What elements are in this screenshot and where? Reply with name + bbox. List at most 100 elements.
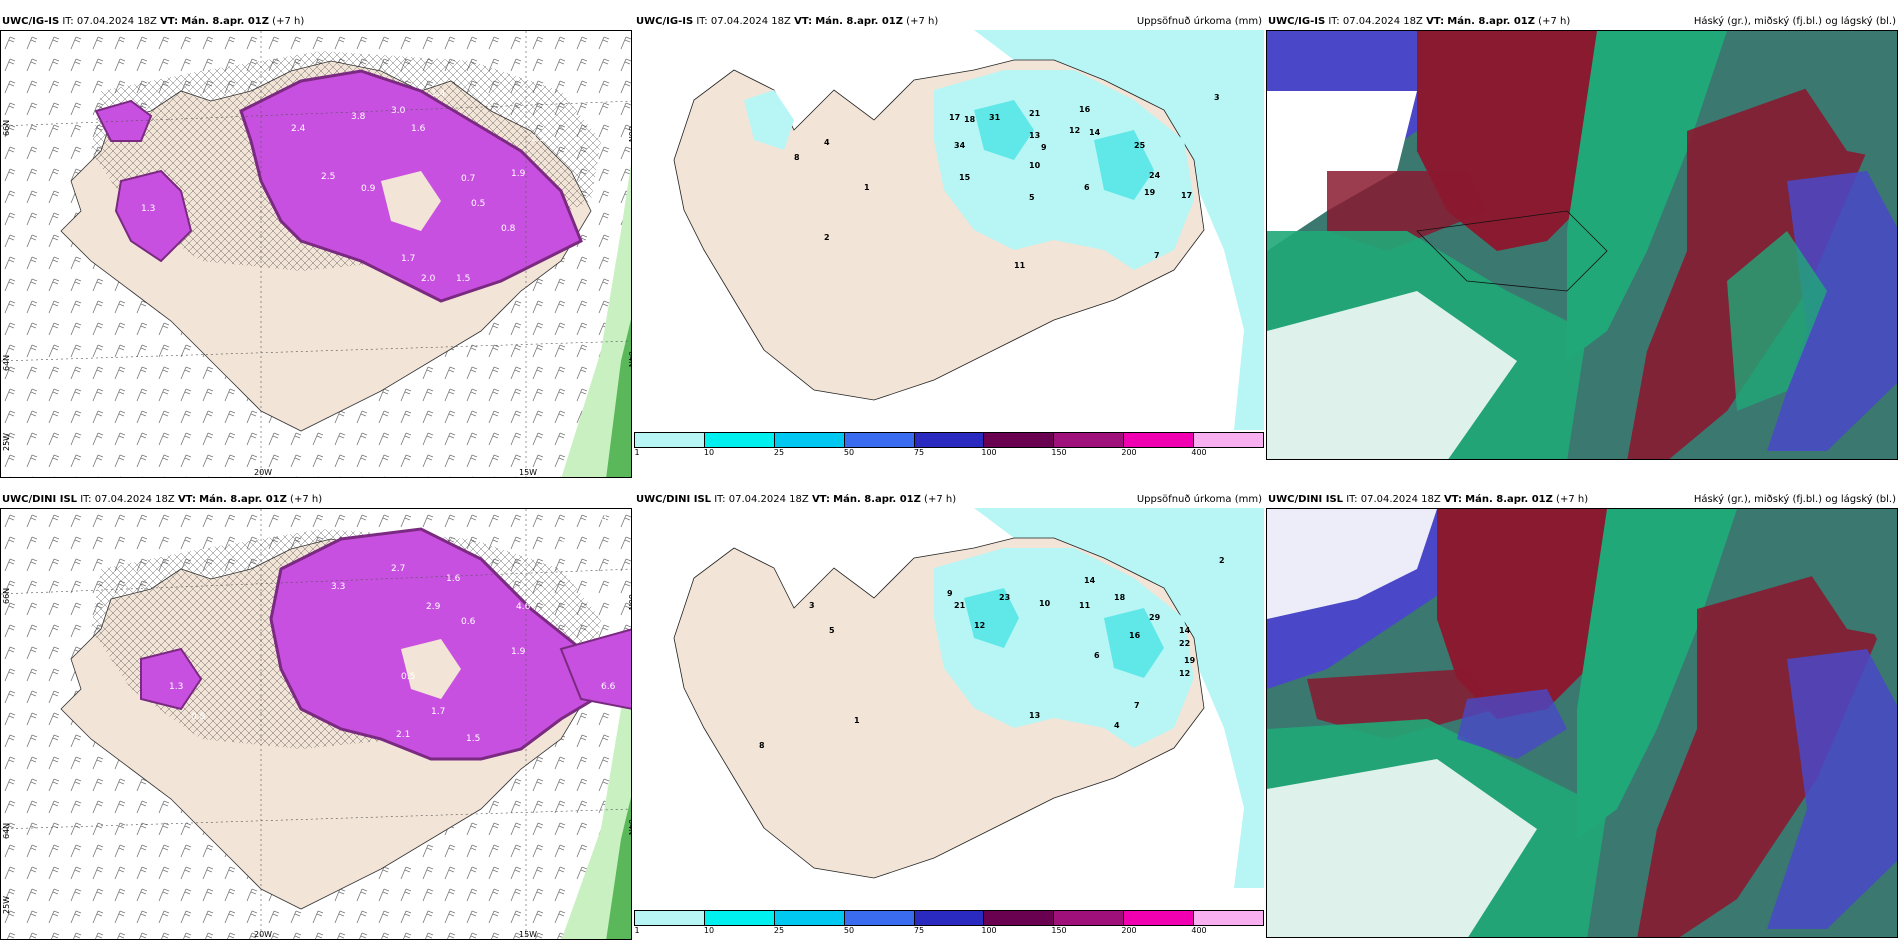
- wind-map-svg: 0.3 0.2 1.4 3.0 1.6 2.4 3.8 2.5 1.9 0.7 …: [1, 31, 632, 477]
- precip-val: 16: [1079, 105, 1091, 114]
- precip-val: 7: [1134, 701, 1140, 710]
- wind-val: 4.6: [516, 602, 531, 612]
- precip-val: 12: [1069, 126, 1080, 135]
- colorbar-cell: [984, 433, 1055, 447]
- wind-val: 1.7: [431, 707, 445, 717]
- wind-val: 3.3: [331, 582, 345, 592]
- wind-panel-top: UWC/IG-IS IT: 07.04.2024 18Z VT: Mán. 8.…: [0, 14, 632, 478]
- cloud-panel-bottom: UWC/DINI ISL IT: 07.04.2024 18Z VT: Mán.…: [1266, 492, 1898, 942]
- panel-header: UWC/IG-IS IT: 07.04.2024 18Z VT: Mán. 8.…: [1266, 14, 1898, 30]
- wind-val: 0.5: [401, 672, 415, 682]
- precip-val: 14: [1089, 128, 1101, 137]
- wind-panel-bottom: UWC/DINI ISL IT: 07.04.2024 18Z VT: Mán.…: [0, 492, 632, 942]
- vt-label: VT:: [177, 494, 196, 505]
- precip-val: 1: [864, 183, 870, 192]
- wind-val: 6.6: [601, 682, 616, 692]
- vt-value: Mán. 8.apr. 01Z: [833, 494, 921, 505]
- colorbar-cell: [914, 911, 985, 925]
- precip-val: 3: [1214, 93, 1220, 102]
- lat-label: 66N: [627, 126, 632, 142]
- precip-val: 10: [1039, 599, 1051, 608]
- wind-map-svg: 0.3 1.4 2.7 3.3 1.6 2.9 0.6 1.9 1.3 0.8 …: [1, 509, 632, 939]
- wind-val: 1.3: [141, 204, 155, 214]
- precip-val: 29: [1149, 613, 1161, 622]
- wind-val: 1.3: [169, 682, 183, 692]
- panel-header: UWC/DINI ISL IT: 07.04.2024 18Z VT: Mán.…: [634, 492, 1264, 508]
- wind-val: 0.3: [601, 514, 615, 524]
- wind-val: 1.6: [446, 574, 461, 584]
- precip-val: 22: [1179, 639, 1190, 648]
- precip-val: 5: [829, 626, 835, 635]
- precip-val: 14: [1084, 576, 1096, 585]
- cloud-title: Háský (gr.), miðský (fj.bl.) og lágský (…: [1693, 494, 1896, 505]
- precip-map: 14 18 21 23 12 10 11 9 16 29 14 22 19 12…: [634, 508, 1264, 908]
- cloud-map-svg: [1267, 509, 1897, 937]
- wind-val: 0.8: [191, 712, 206, 722]
- colorbar-cell: [774, 433, 845, 447]
- lon-label: 20W: [254, 468, 272, 477]
- colorbar-label: 25: [773, 926, 785, 935]
- it-label: IT:: [62, 16, 74, 27]
- precip-val: 25: [1134, 141, 1146, 150]
- colorbar-cell: [704, 433, 775, 447]
- vt-label: VT:: [811, 494, 830, 505]
- offset: (+7 h): [1538, 16, 1571, 27]
- wind-map: 0.3 1.4 2.7 3.3 1.6 2.9 0.6 1.9 1.3 0.8 …: [0, 508, 632, 940]
- colorbar-cells: [634, 910, 1264, 926]
- colorbar-top: 1 10 25 50 75 100 150 200 400: [634, 432, 1264, 457]
- wind-val: 1.7: [401, 254, 415, 264]
- precip-title: Uppsöfnuð úrkoma (mm): [1136, 494, 1262, 505]
- precip-panel-bottom: UWC/DINI ISL IT: 07.04.2024 18Z VT: Mán.…: [634, 492, 1264, 942]
- precip-val: 8: [759, 741, 765, 750]
- vt-label: VT:: [160, 16, 179, 27]
- vt-label: VT:: [794, 16, 813, 27]
- colorbar-label: 150: [1051, 926, 1067, 935]
- wind-val: 1.5: [456, 274, 470, 284]
- colorbar-labels: 1 10 25 50 75 100 150 200 400: [634, 448, 1264, 458]
- wind-val: 1.9: [511, 169, 526, 179]
- wind-val: 3.0: [391, 106, 406, 116]
- model-name: UWC/IG-IS: [1268, 16, 1326, 27]
- precip-val: 6: [1084, 183, 1090, 192]
- wind-val: 0.2: [381, 46, 395, 56]
- offset: (+7 h): [906, 16, 939, 27]
- wind-val: 2.4: [291, 124, 306, 134]
- panel-header: UWC/DINI ISL IT: 07.04.2024 18Z VT: Mán.…: [1266, 492, 1898, 508]
- colorbar-label: 75: [913, 926, 925, 935]
- colorbar-cell: [774, 911, 845, 925]
- model-name: UWC/IG-IS: [2, 16, 60, 27]
- colorbar-label: 10: [703, 448, 715, 457]
- lat-label: 66N: [2, 588, 11, 604]
- wind-val: 2.2: [531, 134, 545, 144]
- it-label: IT:: [714, 494, 726, 505]
- colorbar-cell: [1124, 911, 1195, 925]
- colorbar-cell: [1194, 911, 1264, 925]
- it-label: IT:: [1328, 16, 1340, 27]
- precip-panel-top: UWC/IG-IS IT: 07.04.2024 18Z VT: Mán. 8.…: [634, 14, 1264, 464]
- precip-val: 16: [1129, 631, 1141, 640]
- cloud-title: Háský (gr.), miðský (fj.bl.) og lágský (…: [1693, 16, 1896, 27]
- colorbar-label: 50: [843, 448, 855, 457]
- wind-val: 1.4: [431, 89, 446, 99]
- vt-value: Mán. 8.apr. 01Z: [1465, 494, 1553, 505]
- precip-val: 17: [1181, 191, 1192, 200]
- precip-val: 10: [1029, 161, 1041, 170]
- wind-val: 0.9: [361, 184, 376, 194]
- wind-val: 1.5: [466, 734, 480, 744]
- lon-label: 25W: [2, 433, 11, 451]
- precip-val: 12: [974, 621, 985, 630]
- model-name: UWC/DINI ISL: [2, 494, 78, 505]
- it-label: IT:: [696, 16, 708, 27]
- lat-label: 64N: [627, 819, 632, 835]
- it-value: 07.04.2024 18Z: [1360, 494, 1441, 505]
- it-value: 07.04.2024 18Z: [76, 16, 157, 27]
- colorbar-bottom: 1 10 25 50 75 100 150 200 400: [634, 910, 1264, 935]
- colorbar-label: 25: [773, 448, 785, 457]
- cloud-map: [1266, 508, 1898, 938]
- vt-value: Mán. 8.apr. 01Z: [815, 16, 903, 27]
- vt-value: Mán. 8.apr. 01Z: [1447, 16, 1535, 27]
- vt-value: Mán. 8.apr. 01Z: [181, 16, 269, 27]
- it-value: 07.04.2024 18Z: [728, 494, 809, 505]
- precip-val: 11: [1079, 601, 1091, 610]
- precip-val: 21: [954, 601, 966, 610]
